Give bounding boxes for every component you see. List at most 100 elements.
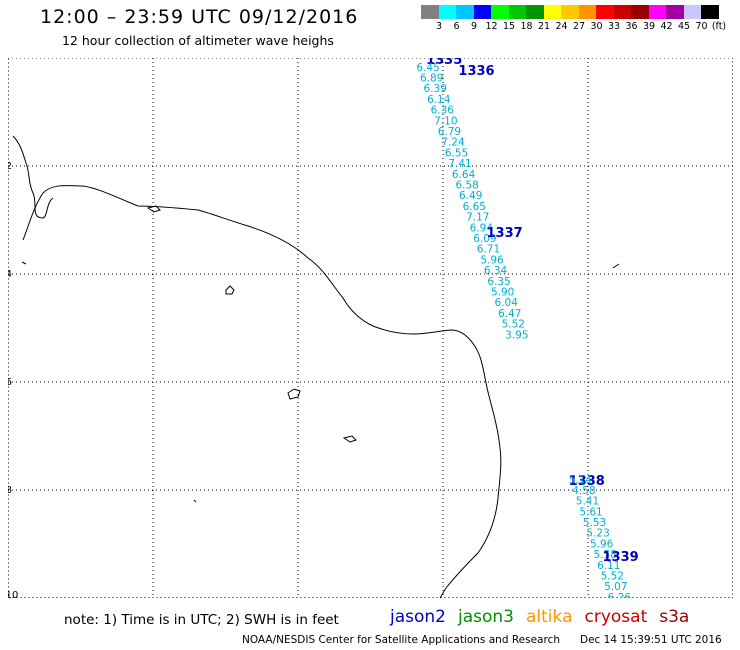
satellite-altika: altika <box>526 607 573 627</box>
swh-value-label: 5.23 <box>586 528 609 540</box>
island-east <box>612 263 620 269</box>
swh-value-label: 6.65 <box>463 201 486 213</box>
legend-label: 39 <box>642 21 656 32</box>
swh-value-label: 6.79 <box>438 126 461 138</box>
pass-number-label: 1338 <box>569 474 605 489</box>
swh-value-label: 7.10 <box>434 115 457 127</box>
swh-value-label: 6.45 <box>416 62 439 74</box>
legend-label: 42 <box>660 21 673 32</box>
swh-value-label: 5.53 <box>583 517 606 529</box>
brazil-coastline <box>22 185 502 598</box>
legend-swatch <box>543 5 561 19</box>
island-dot <box>193 499 197 503</box>
swh-value-label: 7.41 <box>448 158 471 170</box>
swh-value-label: 6.26 <box>608 592 632 598</box>
legend-swatch <box>631 5 649 19</box>
swh-value-label: 6.39 <box>424 83 447 95</box>
island-fernando <box>287 388 301 400</box>
map-grid: -45-42-39-36-33-300-2-4-6-8-10 <box>8 58 733 598</box>
swh-value-label: 6.49 <box>459 190 482 202</box>
pass-number-label: 1335 <box>426 58 462 68</box>
map-frame <box>8 58 733 598</box>
satellite-jason2: jason2 <box>390 607 446 627</box>
swh-value-label: 7.24 <box>441 137 465 149</box>
legend-label: 24 <box>555 21 568 32</box>
swh-value-label: 6.09 <box>473 233 496 245</box>
swh-value-label: 3.95 <box>505 329 528 341</box>
pass-number-label: 1339 <box>603 550 639 565</box>
legend-swatch <box>421 5 439 19</box>
map-title: 12:00 – 23:59 UTC 09/12/2016 <box>40 6 359 28</box>
pass-number-label: 1337 <box>487 226 523 241</box>
legend-label: 30 <box>590 21 603 32</box>
legend-swatch <box>473 5 491 19</box>
swh-value-label: 6.36 <box>431 105 455 117</box>
latitude-tick-label: -10 <box>8 590 18 598</box>
island-atol <box>342 435 357 443</box>
swh-value-label: 6.55 <box>445 147 468 159</box>
legend-swatch <box>613 5 631 19</box>
pass-number-label: 1336 <box>458 64 494 79</box>
generation-timestamp: Dec 14 15:39:51 UTC 2016 <box>580 634 722 646</box>
legend-label: (ft) <box>711 21 727 32</box>
swh-value-label: 6.14 <box>427 94 451 106</box>
swh-value-label: 6.64 <box>452 169 476 181</box>
swh-value-label: 5.41 <box>576 496 599 508</box>
legend-swatch <box>578 5 596 19</box>
island-rocas <box>225 285 235 295</box>
legend-swatches <box>421 5 719 19</box>
legend-label: 3 <box>435 21 443 32</box>
legend-swatch <box>508 5 526 19</box>
legend-label: 45 <box>677 21 691 32</box>
legend-swatch <box>456 5 474 19</box>
color-scale-legend: 3 6 9 12 15 18 21 24 27 30 33 36 39 42 45 70 (ft) <box>421 5 726 32</box>
latitude-tick-label: -8 <box>8 485 12 496</box>
swh-value-label: 5.14 <box>569 474 593 486</box>
swh-value-label: 4.58 <box>572 485 595 497</box>
swh-value-label: 6.04 <box>495 297 519 309</box>
legend-label: 33 <box>607 21 621 32</box>
swh-value-label: 6.35 <box>487 276 510 288</box>
swh-value-label: 6.58 <box>455 180 478 192</box>
wave-height-map: -45-42-39-36-33-300-2-4-6-8-10 133513366… <box>8 58 733 598</box>
latitude-tick-label: -6 <box>8 377 12 388</box>
legend-swatch <box>683 5 701 19</box>
legend-label: 9 <box>470 21 478 32</box>
map-subtitle: 12 hour collection of altimeter wave hei… <box>62 33 334 48</box>
satellite-legend: jason2 jason3 altika cryosat s3a <box>390 607 701 627</box>
swh-value-label: 5.96 <box>590 538 614 550</box>
island-small <box>146 205 161 213</box>
legend-label: 15 <box>502 21 516 32</box>
credit-line: NOAA/NESDIS Center for Satellite Applica… <box>242 634 560 646</box>
swh-value-label: 5.07 <box>604 581 627 593</box>
legend-labels: 3 6 9 12 15 18 21 24 27 30 33 36 39 42 45 70 (ft) <box>421 21 740 35</box>
swh-value-label: 7.17 <box>466 212 489 224</box>
legend-label: 36 <box>625 21 638 32</box>
satellite-jason3: jason3 <box>458 607 514 627</box>
swh-value-label: 6.47 <box>498 308 521 320</box>
island-west <box>21 261 27 265</box>
legend-swatch <box>666 5 684 19</box>
swh-value-label: 6.89 <box>420 73 443 85</box>
legend-label: 12 <box>485 21 498 32</box>
footer-note: note: 1) Time is in UTC; 2) SWH is in fe… <box>64 612 339 628</box>
swh-value-label: 6.71 <box>477 244 500 256</box>
swh-value-label: 5.52 <box>601 571 624 583</box>
swh-value-label: 5.96 <box>480 254 504 266</box>
swh-value-label: 5.52 <box>502 319 525 331</box>
swh-value-label: 6.11 <box>597 560 620 572</box>
swh-value-label: 6.94 <box>470 222 494 234</box>
legend-label: 27 <box>572 21 586 32</box>
latitude-tick-label: -2 <box>8 161 12 172</box>
satellite-cryosat: cryosat <box>584 607 648 627</box>
legend-label: 21 <box>537 21 551 32</box>
coastline <box>12 135 620 598</box>
island-marajo <box>12 135 54 219</box>
legend-swatch <box>561 5 579 19</box>
legend-swatch <box>491 5 509 19</box>
swh-value-label: 6.34 <box>484 265 508 277</box>
legend-swatch <box>438 5 456 19</box>
legend-label: 6 <box>453 21 460 32</box>
swh-value-label: 5.58 <box>594 549 617 561</box>
